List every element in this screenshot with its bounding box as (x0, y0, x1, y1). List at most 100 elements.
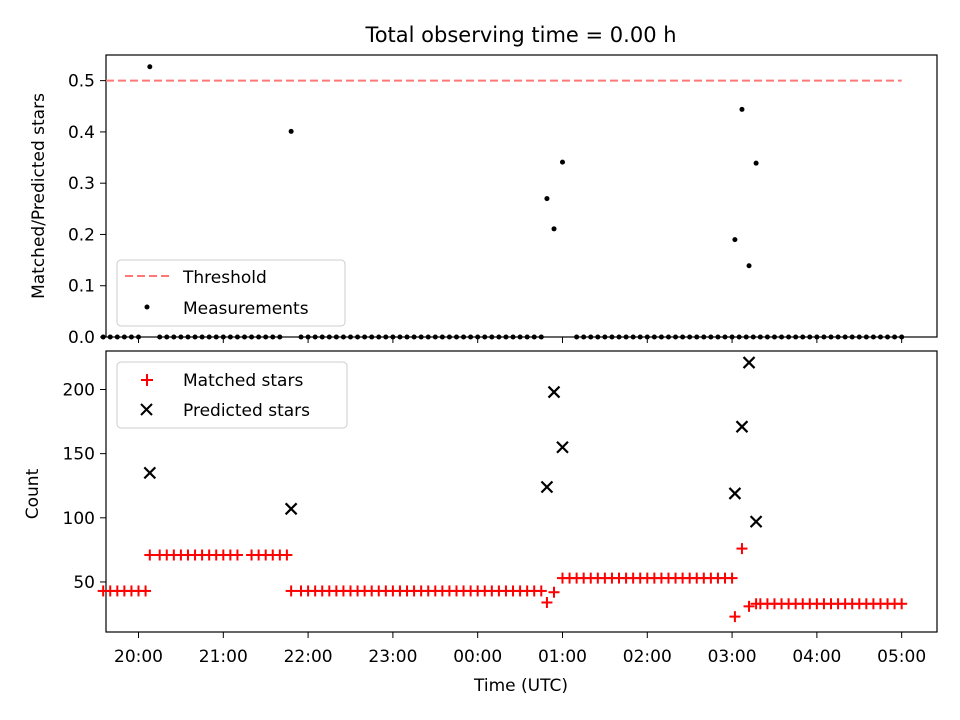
measurement-point (588, 334, 594, 340)
matched-star-point (743, 600, 755, 612)
y-tick-label: 0.1 (68, 277, 95, 297)
measurement-point (814, 334, 820, 340)
measurement-point (538, 334, 544, 340)
measurements-legend-label: Measurements (183, 299, 309, 319)
x-tick-label: 22:00 (284, 647, 333, 667)
measurement-point (856, 334, 862, 340)
measurement-point (559, 159, 565, 165)
top-y-axis-label: Matched/Predicted stars (29, 93, 49, 299)
bottom-x-ticks: 20:00 21:00 22:00 23:00 00:00 01:00 02:00 03:00… (114, 632, 926, 667)
measurement-point (220, 334, 226, 340)
measurement-point (136, 334, 142, 340)
measurement-point (411, 334, 417, 340)
measurement-point (439, 334, 445, 340)
predicted-star-point (749, 515, 763, 528)
measurement-point (644, 334, 650, 340)
y-tick-label: 150 (63, 445, 95, 465)
measurement-point (694, 334, 700, 340)
measurement-point (743, 334, 749, 340)
bottom-y-axis-label: Count (23, 468, 43, 519)
measurement-point (425, 334, 431, 340)
measurement-point (376, 334, 382, 340)
measurement-point (729, 334, 735, 340)
measurement-point (786, 334, 792, 340)
y-tick-label: 0.3 (68, 174, 95, 194)
x-tick-label: 02:00 (623, 647, 672, 667)
predicted-legend-label: Predicted stars (183, 401, 310, 421)
measurement-point (185, 334, 191, 340)
predicted-star-point (742, 356, 756, 369)
measurement-point (121, 334, 127, 340)
measurement-point (461, 334, 467, 340)
measurement-point (701, 334, 707, 340)
measurement-point (468, 334, 474, 340)
x-tick-label: 05:00 (877, 647, 926, 667)
measurement-point (319, 334, 325, 340)
top-legend: Threshold Measurements (116, 259, 346, 327)
measurement-point (418, 334, 424, 340)
measurement-point (312, 334, 318, 340)
measurement-point (524, 334, 530, 340)
measurement-point (531, 334, 537, 340)
y-tick-label: 100 (63, 509, 95, 529)
matched-star-point (281, 549, 293, 561)
y-tick-label: 0.0 (68, 328, 95, 348)
matched-star-point (144, 549, 156, 561)
bottom-axes-frame (105, 350, 938, 633)
x-tick-label: 21:00 (199, 647, 248, 667)
measurement-point (574, 334, 580, 340)
measurement-point (658, 334, 664, 340)
measurement-point (544, 196, 550, 202)
measurement-point (764, 334, 770, 340)
measurement-point (849, 334, 855, 340)
measurement-point (114, 334, 120, 340)
matched-star-point (548, 586, 560, 598)
predicted-star-point (556, 440, 569, 454)
y-tick-label: 0.2 (68, 225, 95, 245)
measurement-point (277, 334, 283, 340)
measurement-point (595, 334, 601, 340)
x-tick-label: 03:00 (708, 647, 757, 667)
measurement-point (750, 334, 756, 340)
measurement-point (496, 334, 502, 340)
measurement-point (616, 334, 622, 340)
measurement-point (164, 334, 170, 340)
measurement-point (651, 334, 657, 340)
measurement-point (432, 334, 438, 340)
bottom-y-ticks: 50 100 150 200 (63, 380, 106, 593)
matched-star-point (140, 585, 152, 597)
measurement-point (213, 334, 219, 340)
measurement-point (333, 334, 339, 340)
measurement-point (453, 334, 459, 340)
measurement-point (722, 334, 728, 340)
measurement-point (581, 334, 587, 340)
measurement-point (171, 334, 177, 340)
measurement-point (602, 334, 608, 340)
measurement-point (362, 334, 368, 340)
matched-legend-swatch (141, 374, 153, 386)
matched-star-point (231, 549, 243, 561)
measurement-point (870, 334, 876, 340)
x-tick-label: 20:00 (114, 647, 163, 667)
measurement-point (885, 334, 891, 340)
measurement-point (687, 334, 693, 340)
matched-star-point (736, 543, 748, 555)
measurement-point (192, 334, 198, 340)
y-tick-label: 0.4 (68, 123, 95, 143)
measurement-point (340, 334, 346, 340)
y-tick-label: 200 (63, 380, 95, 400)
predicted-legend-swatch (140, 403, 153, 416)
measurement-point (757, 334, 763, 340)
measurement-point (383, 334, 389, 340)
measurement-point (680, 334, 686, 340)
threshold-legend-label: Threshold (182, 268, 267, 288)
measurement-point (793, 334, 799, 340)
measurement-point (892, 334, 898, 340)
measurement-point (475, 334, 481, 340)
measurement-point (242, 334, 247, 340)
measurement-point (305, 334, 311, 340)
measurement-point (807, 334, 813, 340)
predicted-star-point (540, 480, 554, 494)
top-chart-title: Total observing time = 0.00 h (364, 23, 676, 47)
